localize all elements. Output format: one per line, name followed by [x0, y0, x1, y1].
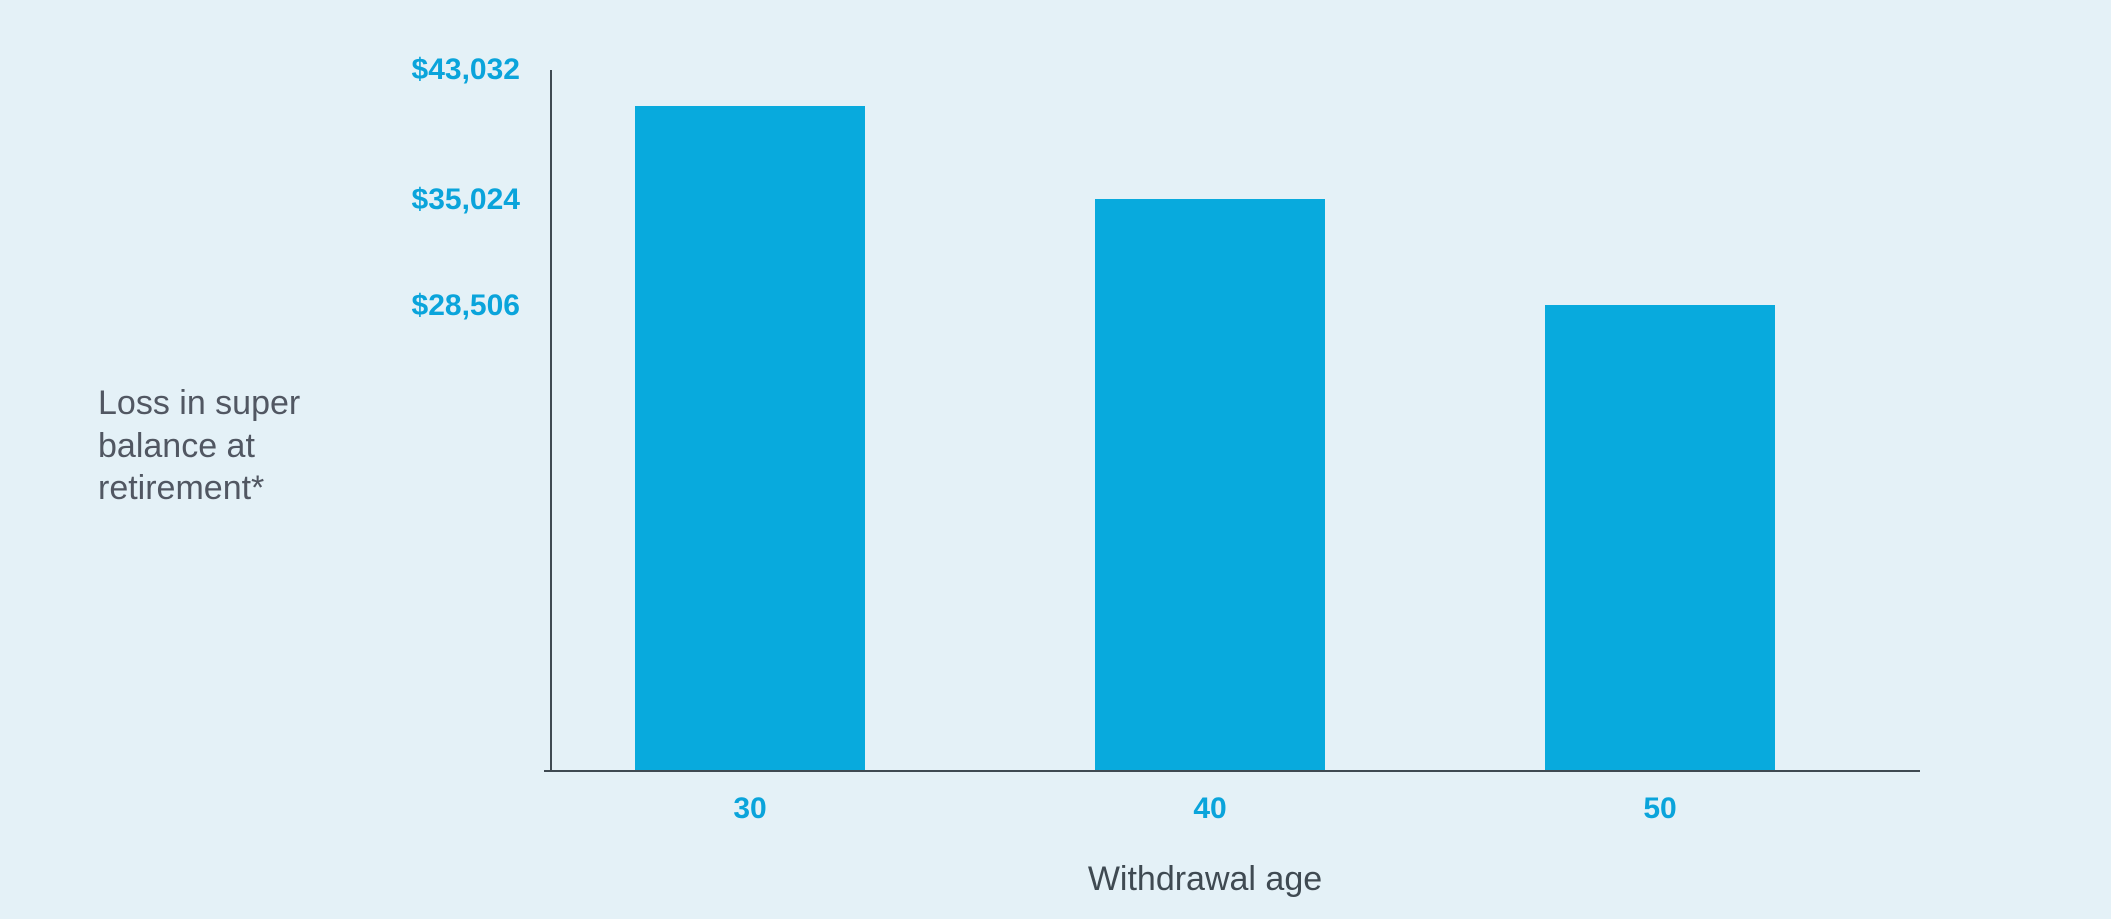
- x-tick-label: 50: [1643, 792, 1676, 826]
- bar: [1095, 199, 1325, 770]
- y-tick-label: $35,024: [360, 183, 520, 217]
- y-tick-label: $43,032: [360, 53, 520, 87]
- x-tick-label: 40: [1193, 792, 1226, 826]
- chart-canvas: Loss in super balance at retirement* Wit…: [0, 0, 2111, 919]
- x-axis-title: Withdrawal age: [1088, 860, 1322, 899]
- x-axis-line: [544, 770, 1920, 772]
- y-axis-title: Loss in super balance at retirement*: [98, 382, 358, 510]
- bar: [635, 106, 865, 770]
- y-axis-line: [550, 70, 552, 770]
- bar: [1545, 305, 1775, 770]
- y-tick-label: $28,506: [360, 289, 520, 323]
- x-tick-label: 30: [733, 792, 766, 826]
- plot-area: [550, 70, 1920, 770]
